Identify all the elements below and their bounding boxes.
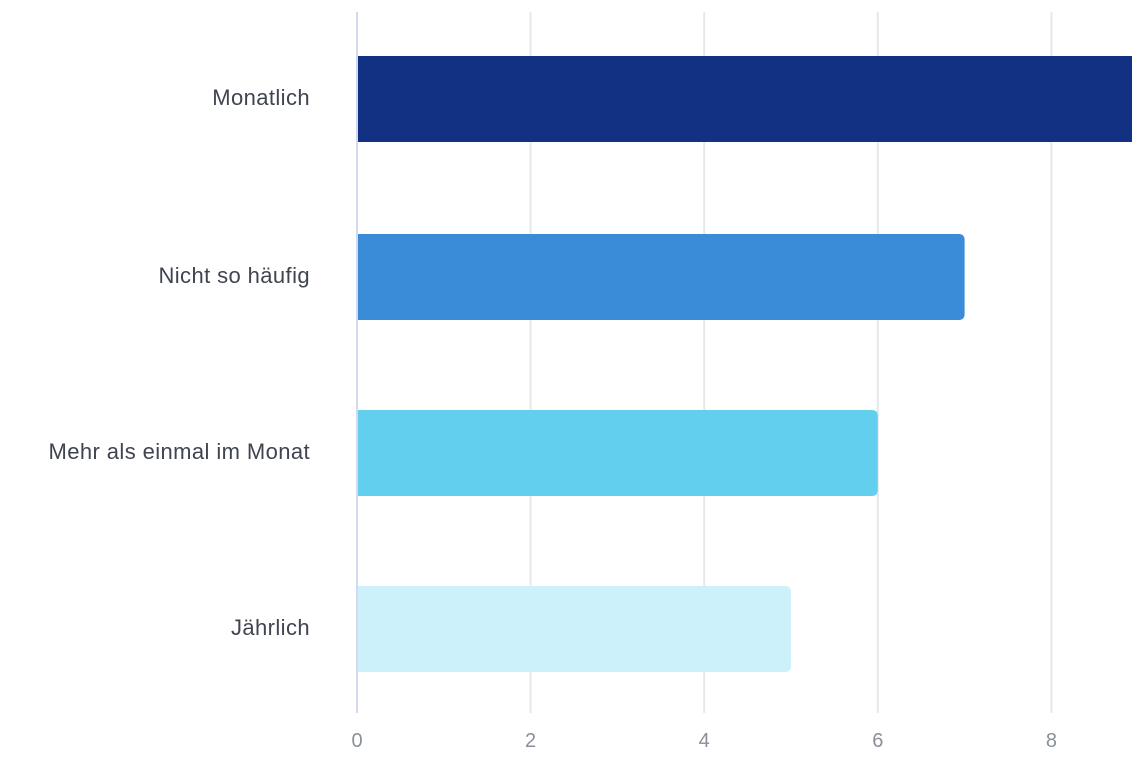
category-label: Mehr als einmal im Monat	[49, 439, 310, 464]
x-tick-label: 2	[525, 730, 536, 752]
x-tick-label: 0	[351, 730, 362, 752]
x-tick-labels: 0 2 4 6 8	[351, 730, 1057, 752]
bar-mehr-als-einmal-im-monat	[357, 410, 878, 496]
category-label: Monatlich	[212, 85, 310, 110]
x-tick-label: 8	[1046, 730, 1057, 752]
bar-nicht-so-häufig	[357, 234, 965, 320]
bars	[357, 56, 1132, 672]
category-label: Jährlich	[231, 615, 310, 640]
x-tick-label: 4	[699, 730, 710, 752]
x-tick-label: 6	[872, 730, 883, 752]
category-labels: Monatlich Nicht so häufig Mehr als einmal …	[49, 85, 310, 640]
category-label: Nicht so häufig	[158, 263, 310, 288]
bar-jährlich	[357, 586, 791, 672]
bar-monatlich	[357, 56, 1132, 142]
